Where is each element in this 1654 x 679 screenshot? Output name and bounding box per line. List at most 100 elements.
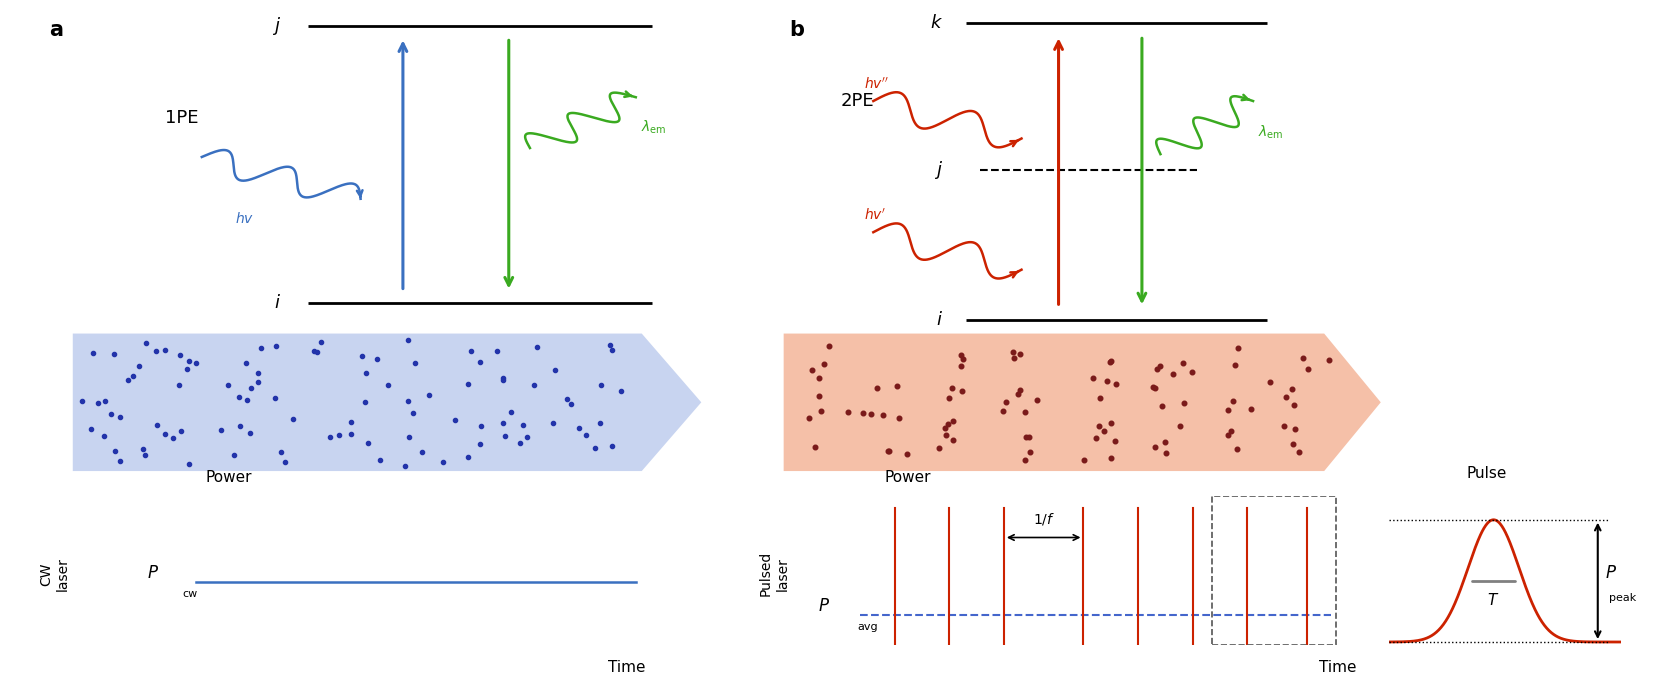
Text: $\lambda_{\rm em}$: $\lambda_{\rm em}$ [642,118,667,136]
Point [796,413,822,424]
Point [1141,441,1168,452]
Point [521,380,547,390]
Point [1092,426,1118,437]
Point [870,409,896,420]
Point [599,344,625,355]
Point [455,451,481,462]
Text: $i$: $i$ [936,311,943,329]
Point [261,392,288,403]
Point [1016,432,1042,443]
Point [1145,363,1171,374]
Point [1153,447,1179,458]
Point [374,380,400,390]
Point [417,390,443,401]
Text: $\lambda_{\rm em}$: $\lambda_{\rm em}$ [1257,124,1284,141]
Point [1237,404,1264,415]
Point [949,354,976,365]
Point [1098,356,1125,367]
Point [1103,378,1130,389]
Text: Pulse: Pulse [1467,466,1507,481]
Point [1290,352,1317,363]
Point [392,460,418,471]
Point [349,350,375,361]
Point [835,406,862,417]
Point [609,385,635,396]
Point [132,449,159,460]
Point [301,346,327,356]
Point [491,430,518,441]
Point [1012,406,1039,417]
Point [337,428,364,439]
Text: a: a [50,20,63,40]
Text: $hv''$: $hv''$ [863,77,888,92]
Point [1216,405,1242,416]
Point [1097,356,1123,367]
Text: $hv$: $hv$ [235,210,253,225]
Point [268,447,294,458]
Point [599,441,625,452]
Point [237,428,263,439]
Point [1224,343,1250,354]
Point [1280,439,1307,449]
Point [208,424,235,435]
Point [352,397,379,407]
Text: Time: Time [1318,660,1356,675]
Text: $j$: $j$ [273,14,281,37]
Point [237,383,263,394]
Point [1272,392,1298,403]
Point [400,407,427,418]
Point [1219,395,1245,406]
Point [152,344,179,355]
Point [233,394,260,405]
Text: $k$: $k$ [930,14,943,32]
Point [858,408,885,419]
Point [1214,430,1240,441]
Point [949,386,976,397]
Point [175,356,202,367]
Polygon shape [73,333,701,471]
Point [1093,375,1120,386]
Point [245,367,271,378]
Point [498,406,524,417]
Point [597,340,624,351]
Text: Power: Power [885,471,931,485]
Point [810,358,837,369]
Point [1070,455,1097,466]
Point [1280,400,1307,411]
Point [1098,452,1125,463]
Point [364,354,390,365]
Point [1006,388,1032,399]
Point [409,447,435,458]
Text: CW
laser: CW laser [40,557,69,591]
Point [142,346,169,357]
Text: $j$: $j$ [935,159,943,181]
Point [91,395,117,406]
Point [1083,432,1110,443]
Point [887,413,913,424]
Point [1087,392,1113,403]
Point [144,420,170,430]
Point [1146,361,1173,371]
Point [167,349,194,360]
Point [485,346,511,356]
Point [263,341,289,352]
Point [1014,432,1040,443]
Point [160,433,187,443]
Point [490,372,516,383]
Point [280,414,306,424]
Point [815,341,842,352]
Text: Time: Time [607,660,645,675]
Text: b: b [789,20,804,40]
Point [863,382,890,393]
Point [1295,364,1322,375]
Point [367,454,394,465]
Point [402,357,428,368]
Point [167,425,194,436]
Point [271,457,298,468]
Point [948,360,974,371]
Point [1178,367,1204,378]
Point [175,459,202,470]
Point [134,337,160,348]
Point [119,371,146,382]
Point [326,430,352,441]
